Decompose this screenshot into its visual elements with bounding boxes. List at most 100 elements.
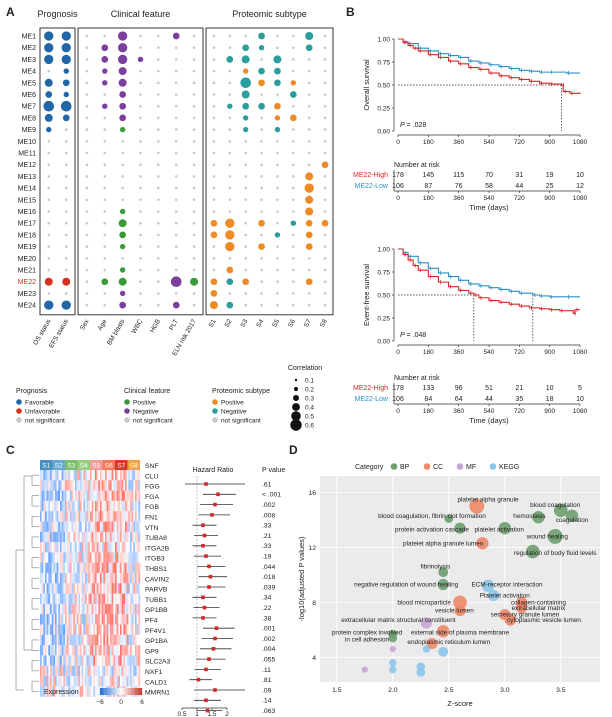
heat-cell: [98, 634, 101, 646]
heat-cell: [43, 470, 46, 481]
row-label: ME7: [22, 104, 37, 111]
enrichment-bubble: [481, 579, 495, 593]
heat-cell: [45, 645, 47, 656]
dot: [85, 292, 89, 295]
heat-cell: [40, 562, 42, 574]
dot: [323, 257, 327, 260]
heat-cell: [100, 665, 102, 677]
heat-cell: [121, 511, 124, 522]
row-label: ME23: [18, 291, 36, 298]
dot: [292, 140, 295, 143]
heat-cell: [70, 655, 72, 666]
dot: [260, 233, 263, 237]
heat-cell: [95, 500, 97, 512]
heat-cell: [58, 665, 61, 677]
heat-cell: [43, 634, 46, 646]
dot: [323, 186, 327, 190]
row-label: ME1: [22, 34, 37, 41]
heat-cell: [58, 634, 61, 646]
heat-cell: [103, 645, 106, 656]
heat-cell: [100, 593, 102, 605]
heat-cell: [51, 480, 54, 491]
dot: [307, 268, 311, 272]
heat-cell: [115, 500, 117, 512]
colorbar-tick: 0: [119, 699, 123, 706]
dot: [244, 140, 247, 143]
colorbar-step: [107, 688, 109, 695]
heat-cell: [78, 511, 81, 522]
dot: [139, 186, 142, 190]
heat-cell: [71, 542, 74, 553]
column-label: HGB: [149, 318, 162, 334]
risk-tick-label: 720: [514, 195, 525, 202]
dot: [118, 67, 127, 76]
heat-cell: [50, 624, 52, 635]
heat-cell: [110, 665, 112, 677]
dot: [242, 278, 250, 286]
heat-cell: [55, 583, 57, 594]
dot: [260, 198, 263, 202]
heat-cell: [58, 655, 61, 666]
heat-cell: [68, 480, 71, 491]
colorbar-step: [105, 688, 108, 695]
heat-cell: [48, 645, 51, 656]
x-tick-label: 1080: [573, 349, 588, 356]
dendro-branch: [15, 549, 24, 691]
enrichment-bubble: [426, 637, 438, 650]
dot: [226, 266, 234, 274]
heat-cell: [68, 645, 71, 656]
heat-cell: [61, 531, 64, 543]
heat-cell: [90, 603, 92, 615]
heat-cell: [101, 665, 104, 677]
heat-cell: [48, 552, 51, 563]
risk-count: 21: [515, 385, 523, 392]
heat-cell: [118, 562, 121, 574]
heat-cell: [80, 470, 82, 481]
heat-cell: [78, 542, 81, 553]
heat-cell: [108, 676, 111, 687]
heat-cell: [96, 552, 99, 563]
heat-cell: [131, 665, 134, 677]
enrichment-bubble: [420, 617, 432, 629]
dot: [139, 292, 142, 295]
gene-label: ITGB3: [145, 556, 165, 563]
heat-cell: [113, 634, 116, 646]
dot: [212, 245, 216, 248]
heat-cell: [81, 562, 84, 574]
dot: [209, 301, 218, 310]
risk-count: 115: [453, 172, 464, 179]
heat-cell: [111, 562, 114, 574]
enrichment-bubble: [416, 668, 426, 677]
gene-label: CLU: [145, 473, 159, 480]
heat-cell: [116, 573, 119, 584]
heat-cell: [75, 480, 77, 491]
dot: [276, 198, 279, 202]
term-label: fibrinolysis: [420, 564, 450, 571]
heat-cell: [135, 593, 137, 605]
heat-cell: [53, 645, 56, 656]
heat-cell: [70, 542, 72, 553]
heat-cell: [120, 573, 122, 584]
heat-cell: [51, 562, 54, 574]
heat-cell: [91, 511, 94, 522]
heat-cell: [70, 552, 72, 563]
dot: [172, 301, 180, 309]
dot: [292, 104, 295, 108]
heat-cell: [78, 624, 81, 635]
heat-cell: [111, 573, 114, 584]
heat-cell: [61, 562, 64, 574]
risk-title: Number at risk: [394, 375, 440, 382]
heat-cell: [120, 634, 122, 646]
colorbar-step: [126, 688, 129, 695]
colorbar-step: [139, 688, 141, 695]
dot: [240, 77, 251, 89]
dot: [260, 268, 263, 272]
heat-cell: [86, 655, 89, 666]
heat-cell: [133, 470, 136, 481]
heat-cell: [116, 603, 119, 615]
heat-cell: [106, 490, 109, 502]
heat-cell: [76, 603, 79, 615]
dot: [157, 140, 160, 143]
dot: [157, 151, 160, 155]
heat-cell: [118, 624, 121, 635]
